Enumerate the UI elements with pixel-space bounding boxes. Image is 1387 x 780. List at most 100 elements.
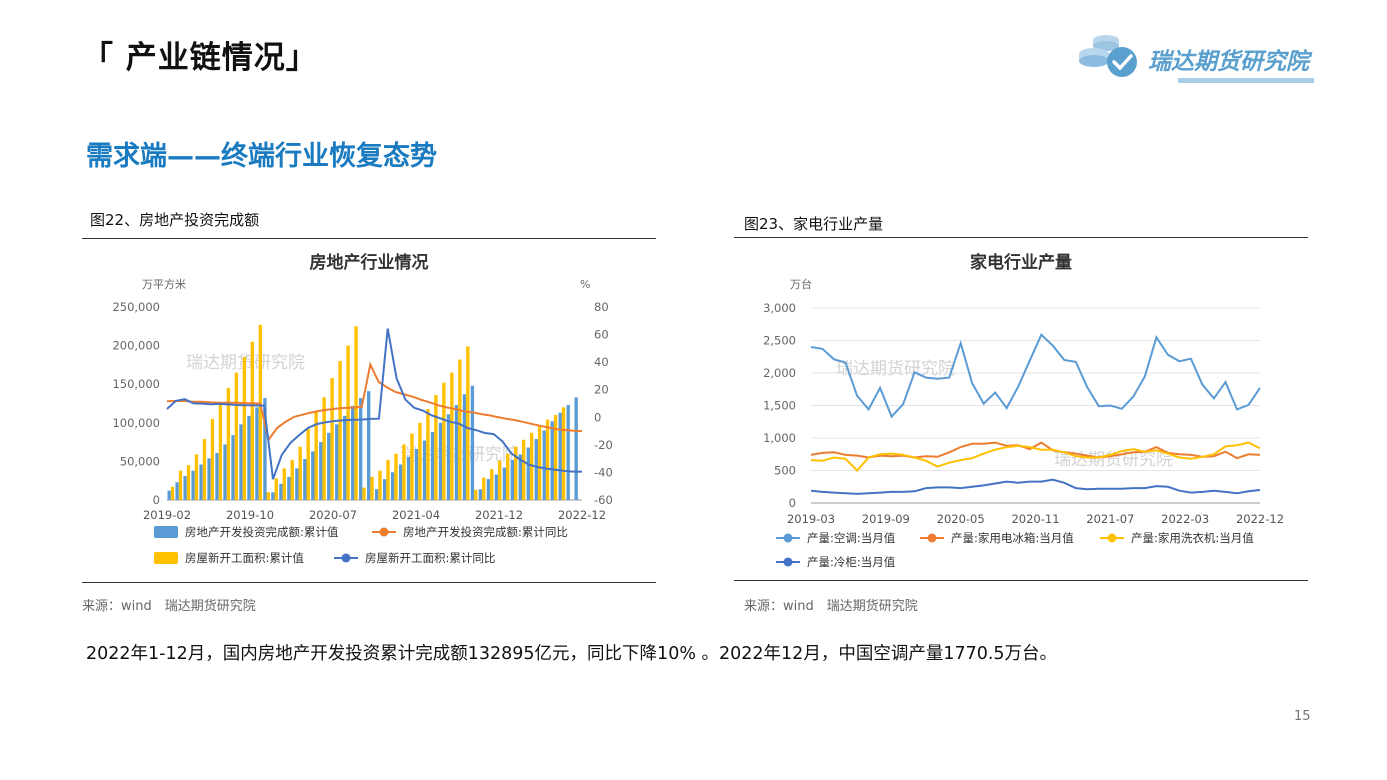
investment-bar — [390, 472, 395, 500]
new-construction-bar — [458, 359, 462, 500]
investment-bar — [486, 479, 491, 500]
chart-title: 房地产行业情况 — [310, 252, 429, 273]
investment-bar — [199, 464, 203, 500]
investment-bar — [366, 391, 371, 500]
investment-bar — [303, 459, 307, 500]
y-tick-label: 200,000 — [112, 339, 160, 353]
figure-23-source: 来源：wind 瑞达期货研究院 — [744, 599, 918, 614]
y-tick-label: 0 — [789, 496, 796, 510]
investment-bar — [279, 483, 283, 500]
y2-tick-label: 80 — [594, 300, 609, 314]
investment-bar — [239, 424, 243, 500]
new-construction-bar — [561, 407, 566, 500]
legend-swatch — [154, 552, 178, 564]
investment-bar — [359, 398, 363, 500]
investment-bar — [398, 464, 403, 500]
y2-tick-label: 20 — [594, 383, 609, 397]
new-construction-bar — [474, 489, 478, 500]
x-tick-label: 2019-09 — [862, 512, 910, 526]
x-tick-label: 2022-12 — [1236, 512, 1284, 526]
x-tick-label: 2021-12 — [475, 508, 523, 522]
legend-label: 产量:家用洗衣机:当月值 — [1131, 531, 1254, 545]
x-tick-label: 2020-05 — [937, 512, 985, 526]
y2-tick-label: 60 — [594, 328, 609, 342]
investment-bar — [478, 489, 483, 500]
investment-bar — [414, 449, 419, 500]
y-tick-label: 1,500 — [763, 399, 796, 413]
new-construction-bar — [306, 428, 310, 500]
investment-bar — [295, 468, 299, 500]
new-construction-bar — [434, 395, 438, 500]
new-construction-bar — [290, 459, 294, 500]
x-tick-label: 2022-03 — [1161, 512, 1209, 526]
investment-bar — [558, 412, 562, 500]
investment-bar — [223, 444, 227, 500]
logo-text: 瑞达期货研究院 — [1148, 49, 1309, 75]
investment-bar — [167, 490, 171, 500]
investment-bar — [494, 474, 499, 500]
investment-bar — [327, 432, 331, 500]
summary-text: 2022年1-12月，国内房地产开发投资累计完成额132895亿元，同比下降10… — [86, 644, 1058, 664]
new-construction-bar — [186, 465, 191, 500]
new-construction-yoy-line — [166, 328, 582, 480]
figure-22-source: 来源：wind 瑞达期货研究院 — [82, 599, 256, 614]
investment-bar — [438, 422, 443, 500]
investment-bar — [574, 397, 578, 500]
new-construction-bar — [210, 418, 215, 500]
y2-tick-label: -40 — [594, 465, 613, 479]
investment-bar — [526, 447, 530, 500]
investment-bar — [406, 456, 411, 500]
investment-bar — [518, 454, 522, 500]
new-construction-bar — [346, 345, 350, 500]
investment-bar — [382, 479, 387, 500]
legend-label: 房地产开发投资完成额:累计同比 — [403, 525, 568, 539]
new-construction-bar — [410, 433, 414, 500]
new-construction-bar — [506, 453, 510, 500]
investment-bar — [534, 439, 538, 500]
y-tick-label: 2,000 — [763, 366, 796, 380]
new-construction-bar — [322, 397, 326, 500]
figure-22-caption: 图22、房地产投资完成额 — [90, 211, 260, 229]
new-construction-bar — [514, 446, 518, 500]
figure-23-caption: 图23、家电行业产量 — [744, 215, 884, 233]
new-construction-bar — [338, 361, 342, 500]
investment-bar — [319, 442, 323, 500]
new-construction-bar — [178, 470, 183, 500]
x-tick-label: 2019-02 — [143, 508, 191, 522]
legend-label: 产量:空调:当月值 — [807, 531, 896, 545]
investment-bar — [502, 467, 507, 500]
investment-bar — [287, 476, 291, 500]
new-construction-bar — [298, 446, 302, 500]
y2-tick-label: -20 — [594, 438, 613, 452]
investment-bar — [231, 435, 235, 500]
investment-bar — [454, 405, 459, 500]
legend-marker — [783, 557, 793, 567]
new-construction-bar — [170, 486, 175, 500]
freezer-line — [810, 478, 1261, 495]
investment-bar — [271, 492, 275, 500]
investment-bar — [550, 421, 554, 500]
new-construction-bar — [482, 477, 486, 500]
y-axis-unit: 万台 — [790, 277, 812, 291]
legend-marker — [783, 533, 793, 543]
new-construction-bar — [450, 372, 454, 500]
legend-marker — [341, 553, 351, 563]
investment-bar — [335, 424, 339, 500]
y-tick-label: 100,000 — [112, 416, 160, 430]
new-construction-bar — [426, 408, 430, 500]
investment-bar — [207, 458, 211, 500]
page-title: 「 产业链情况」 — [82, 40, 318, 76]
new-construction-bar — [402, 444, 406, 500]
new-construction-bar — [378, 470, 382, 500]
y-tick-label: 3,000 — [763, 301, 796, 315]
new-construction-bar — [250, 341, 254, 500]
investment-bar — [422, 440, 427, 500]
investment-bar — [175, 482, 179, 500]
y2-axis-unit: % — [580, 278, 590, 291]
legend-label: 房屋新开工面积:累计值 — [185, 551, 304, 565]
legend-marker — [927, 533, 937, 543]
figure-23-bottom-rule — [734, 580, 1308, 581]
new-construction-bar — [442, 382, 446, 500]
investment-bar — [255, 407, 259, 500]
investment-bar — [566, 405, 570, 500]
